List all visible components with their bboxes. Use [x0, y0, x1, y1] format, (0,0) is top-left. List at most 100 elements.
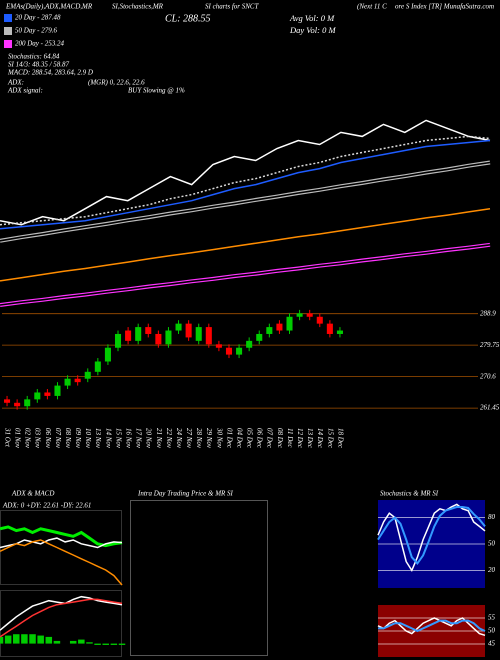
- line-series: [0, 525, 123, 548]
- x-tick-label: 21 Nov: [155, 428, 163, 449]
- candle-body: [286, 316, 293, 331]
- line-series: [378, 619, 486, 633]
- stat-text: BUY Slowing @ 1%: [128, 87, 185, 95]
- line-series: [0, 139, 491, 230]
- x-tick-label: 01 Dec: [225, 428, 233, 449]
- candle-body: [296, 313, 303, 317]
- line-series: [0, 207, 491, 282]
- x-tick-label: 20 Nov: [145, 428, 153, 449]
- stat-text: MACD: 288.54, 283.64, 2.9 D: [7, 69, 93, 77]
- panel-title: ADX & MACD: [11, 490, 54, 498]
- candle-body: [236, 347, 243, 355]
- legend-label: 20 Day - 287.48: [15, 14, 61, 22]
- panel-title: Stochastics & MR SI: [380, 490, 439, 498]
- histogram-bar: [29, 634, 36, 644]
- y-tick-label: 270.6: [480, 372, 496, 380]
- x-tick-label: 14 Dec: [316, 428, 324, 449]
- line-series: [377, 617, 486, 637]
- header-text: ore S Index [TR] MunafaSutra.com: [395, 3, 494, 11]
- stat-text: ADX signal:: [7, 87, 43, 95]
- x-tick-label: 31 Oct: [3, 427, 11, 448]
- candle-body: [336, 330, 343, 334]
- x-tick-label: 08 Nov: [64, 428, 72, 449]
- panel-annotation: ADX: 0 +DY: 22.61 -DY: 22.61: [2, 502, 91, 510]
- candle-body: [306, 313, 313, 317]
- x-tick-label: 03 Nov: [34, 428, 42, 449]
- histogram-bar: [0, 636, 4, 644]
- line-series: [0, 119, 491, 226]
- candle-body: [145, 327, 152, 334]
- x-tick-label: 17 Nov: [135, 428, 143, 449]
- candle-body: [104, 347, 111, 362]
- x-tick-label: 06 Nov: [44, 428, 52, 449]
- legend-swatch: [4, 40, 12, 48]
- line-series: [377, 503, 486, 573]
- line-series-inner: [0, 244, 491, 306]
- x-tick-label: 02 Nov: [24, 428, 32, 449]
- y-tick-label: 45: [488, 640, 496, 648]
- histogram-bar: [86, 642, 93, 644]
- x-tick-label: 15 Nov: [114, 428, 122, 449]
- candle-body: [114, 333, 122, 348]
- candle-body: [326, 323, 333, 334]
- histogram-bar: [37, 635, 44, 644]
- header-text: (Next 11 C: [357, 3, 387, 11]
- panel-frame: [0, 590, 122, 657]
- candle-body: [14, 402, 21, 407]
- histogram-bar: [69, 640, 77, 644]
- legend-label: 50 Day - 279.6: [15, 27, 57, 35]
- x-tick-label: 22 Nov: [165, 428, 173, 449]
- histogram-bar: [94, 643, 101, 645]
- stat-text: SI 14/3: 48.35 / 58.87: [8, 61, 70, 69]
- line-series: [377, 506, 486, 565]
- line-series: [0, 539, 123, 586]
- candle-body: [316, 316, 323, 324]
- candle-body: [276, 323, 283, 331]
- candle-body: [225, 347, 233, 355]
- y-tick-label: 50: [488, 627, 496, 635]
- stat-text: ADX:: [7, 79, 24, 87]
- x-tick-label: 28 Nov: [195, 428, 203, 449]
- y-tick-label: 261.45: [480, 404, 500, 412]
- line-series: [0, 537, 123, 549]
- panel-title: Intra Day Trading Price & MR SI: [137, 490, 234, 498]
- histogram-bar: [118, 643, 126, 645]
- candle-body: [44, 392, 51, 396]
- candle-body: [94, 361, 101, 372]
- y-tick-label: 55: [488, 614, 496, 622]
- candle-body: [84, 371, 91, 379]
- x-tick-label: 07 Dec: [266, 428, 274, 449]
- candle-body: [74, 378, 81, 383]
- legend-label: 200 Day - 253.24: [15, 40, 64, 48]
- candle-body: [155, 333, 162, 345]
- candle-body: [256, 333, 263, 341]
- legend-swatch: [4, 14, 12, 22]
- line-series-inner: [0, 161, 491, 242]
- header-text: SI,Stochastics,MR: [112, 3, 164, 11]
- avg-vol: Avg Vol: 0 M: [289, 13, 335, 23]
- header-text: SI charts for SNCT: [205, 3, 260, 11]
- histogram-bar: [53, 640, 61, 644]
- x-tick-label: 06 Dec: [256, 428, 264, 449]
- x-tick-label: 12 Dec: [296, 428, 304, 449]
- x-tick-label: 30 Nov: [215, 427, 223, 449]
- x-tick-label: 14 Nov: [104, 428, 112, 449]
- candle-body: [185, 323, 192, 338]
- x-tick-label: 09 Nov: [74, 428, 82, 449]
- x-tick-label: 07 Nov: [54, 428, 62, 449]
- x-tick-label: 13 Dec: [306, 428, 314, 449]
- candle-body: [175, 323, 182, 331]
- line-series: [0, 598, 123, 638]
- candle-body: [125, 330, 132, 341]
- stat-text: Stochastics: 64.84: [8, 53, 60, 61]
- header-text: EMAs(Daily),ADX,MACD,MR: [5, 3, 93, 11]
- x-tick-label: 27 Nov: [185, 428, 193, 449]
- candle-body: [165, 330, 172, 345]
- histogram-bar: [102, 643, 109, 645]
- x-tick-label: 24 Nov: [175, 428, 183, 449]
- y-tick-label: 288.9: [480, 309, 496, 317]
- x-tick-label: 15 Dec: [326, 428, 334, 449]
- x-tick-label: 01 Nov: [14, 428, 22, 449]
- stat-text: (MGR) 0, 22.6, 22.6: [88, 79, 145, 87]
